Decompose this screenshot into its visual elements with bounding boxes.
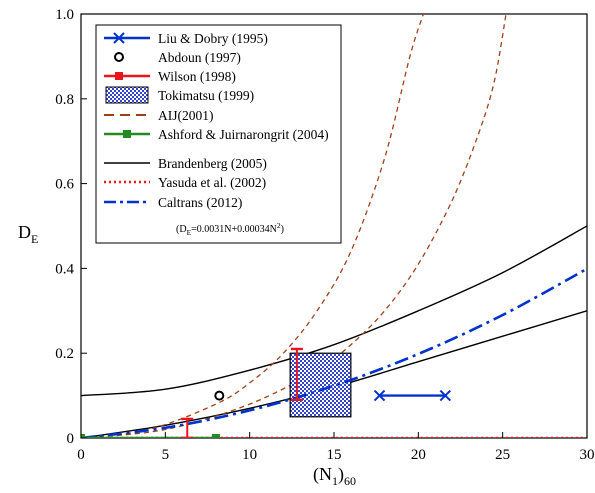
legend-label: Wilson (1998)	[158, 69, 236, 84]
x-tick-label: 0	[77, 447, 85, 463]
legend-swatch-marker-stroke-b	[113, 32, 125, 44]
ashford-point	[211, 434, 220, 438]
y-tick-label: 0	[67, 431, 75, 447]
legend-label: Brandenberg (2005)	[158, 156, 267, 171]
legend-label: AIJ(2001)	[158, 108, 214, 123]
y-tick-label: 0.2	[55, 346, 74, 362]
y-tick-label: 0.6	[55, 177, 74, 193]
legend-swatch-marker	[114, 52, 124, 62]
formula-part: (D	[176, 224, 187, 235]
legend-label: Ashford & Juirnarongrit (2004)	[158, 127, 329, 142]
abdoun-point	[214, 390, 225, 401]
y-axis-title: DE	[18, 222, 38, 246]
legend-item: Ashford & Juirnarongrit (2004)	[104, 127, 329, 142]
legend-item: Brandenberg (2005)	[104, 156, 267, 171]
legend-item: Wilson (1998)	[104, 69, 236, 84]
tokimatsu-box	[289, 352, 352, 418]
x-tick-label: 30	[580, 447, 595, 463]
x-tick-label: 10	[242, 447, 257, 463]
formula-part: 2	[277, 221, 281, 230]
x-axis-title: (N1)60	[313, 464, 356, 488]
formula-part: )	[281, 224, 284, 235]
y-tick-label: 1.0	[55, 7, 74, 23]
aij-series-line-1	[81, 14, 425, 438]
ashford-point	[81, 434, 85, 438]
wilson-errorbar	[290, 347, 303, 402]
legend-swatch-marker	[123, 130, 131, 138]
legend-item: Liu & Dobry (1995)	[104, 31, 268, 46]
legend-label: Tokimatsu (1999)	[158, 88, 254, 103]
x-tick-label: 15	[327, 447, 342, 463]
formula-part: E	[187, 228, 192, 237]
liu-dobry-point-stroke-b	[439, 389, 452, 402]
legend-swatch-marker	[115, 72, 123, 80]
brandenberg-series-line-upper	[81, 225, 587, 397]
legend-item: Caltrans (2012)	[104, 195, 242, 210]
legend-label: Caltrans (2012)	[158, 195, 242, 210]
legend-label: Liu & Dobry (1995)	[158, 31, 268, 46]
caltrans-formula-note: (DE=0.0031N+0.00034N2)	[176, 221, 284, 237]
formula-part: =0.0031N+0.00034N	[191, 224, 277, 235]
axis-layer: 0 5 10 15 20 25 30 0 0.2 0.4 0.6 0.8 1.0	[55, 7, 594, 463]
liu-dobry-point-stroke-b	[373, 389, 386, 402]
x-tick-label: 5	[162, 447, 170, 463]
legend: Liu & Dobry (1995) Abdoun (1997) Wilson (1…	[95, 24, 342, 244]
legend-swatch-marker	[113, 32, 125, 44]
legend-label: Yasuda et al. (2002)	[158, 175, 266, 190]
caltrans-series-line	[81, 267, 587, 438]
aij-series-line-2	[81, 14, 507, 438]
legend-label: Abdoun (1997)	[158, 50, 241, 65]
y-tick-label: 0.4	[55, 261, 74, 277]
y-tick-label: 0.8	[55, 92, 74, 108]
x-tick-label: 20	[411, 447, 426, 463]
legend-item: Abdoun (1997)	[114, 50, 241, 65]
legend-item: AIJ(2001)	[104, 108, 214, 123]
series-layer	[81, 14, 587, 438]
wilson-errorbar	[181, 417, 194, 438]
liu-dobry-point	[373, 389, 386, 402]
legend-swatch-box	[105, 86, 149, 104]
x-tick-label: 25	[495, 447, 510, 463]
legend-item: Yasuda et al. (2002)	[104, 175, 266, 190]
legend-item: Tokimatsu (1999)	[105, 86, 254, 104]
liu-dobry-point	[439, 389, 452, 402]
